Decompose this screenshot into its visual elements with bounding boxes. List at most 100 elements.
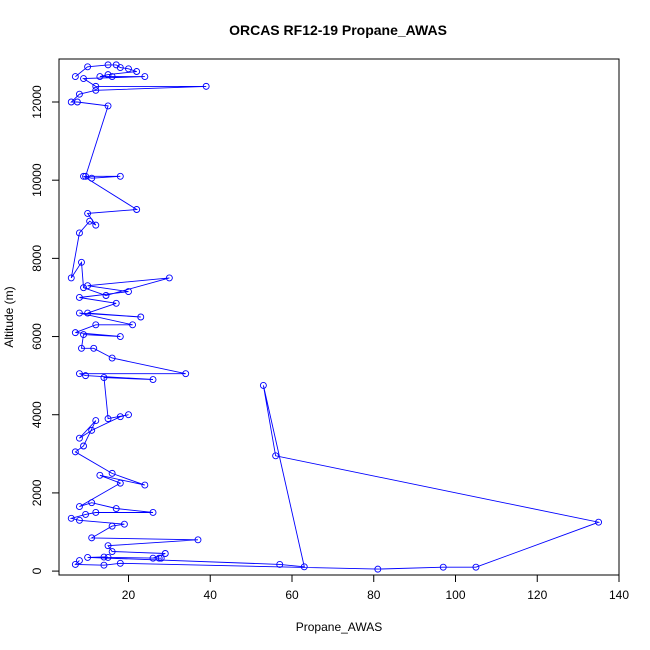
y-tick-label: 2000	[30, 479, 44, 506]
data-point	[137, 313, 145, 321]
data-point	[92, 509, 100, 516]
data-point	[78, 258, 85, 266]
data-point	[84, 209, 92, 217]
data-point	[80, 442, 87, 450]
data-point	[116, 479, 124, 487]
series-line	[69, 64, 601, 570]
data-point	[202, 82, 210, 90]
x-tick-label: 60	[285, 588, 299, 602]
data-point	[67, 274, 75, 282]
x-tick-label: 40	[204, 588, 218, 602]
data-point	[472, 563, 480, 571]
data-point	[104, 542, 112, 550]
data-point	[104, 102, 112, 110]
data-point	[133, 68, 141, 75]
data-point	[194, 536, 202, 544]
data-point	[82, 372, 90, 380]
data-point	[75, 294, 83, 301]
data-point	[92, 417, 100, 425]
series-lines	[69, 64, 601, 570]
series-points	[67, 61, 603, 573]
data-point	[73, 98, 81, 106]
data-point	[92, 321, 100, 329]
data-point	[108, 354, 116, 362]
data-point	[300, 563, 308, 571]
data-point	[102, 292, 110, 299]
x-tick-label: 120	[527, 588, 547, 602]
y-axis: 0 2000 4000 6000 8000 10000 12000	[30, 85, 60, 574]
data-point	[125, 411, 132, 419]
data-point	[90, 344, 98, 352]
data-point	[84, 282, 92, 290]
data-point	[161, 550, 169, 557]
data-point	[165, 274, 173, 282]
data-point	[82, 510, 90, 518]
data-point	[182, 370, 190, 378]
data-point	[104, 415, 112, 423]
data-point	[75, 309, 83, 317]
data-point	[374, 565, 382, 573]
data-point	[125, 288, 132, 296]
data-point	[67, 514, 75, 522]
y-tick-label: 6000	[30, 323, 44, 350]
x-tick-label: 20	[122, 588, 136, 602]
data-point	[108, 73, 116, 81]
y-tick-label: 0	[30, 567, 44, 574]
data-point	[86, 217, 94, 225]
data-point	[96, 73, 104, 81]
data-point	[92, 221, 100, 229]
data-point	[78, 344, 85, 352]
data-point	[108, 469, 116, 477]
data-point	[84, 553, 92, 561]
y-tick-label: 12000	[30, 85, 44, 119]
data-point	[116, 64, 124, 72]
data-point	[276, 560, 284, 568]
data-point	[112, 505, 120, 512]
data-point	[80, 284, 87, 292]
data-point	[108, 522, 116, 530]
data-point	[116, 413, 124, 421]
data-point	[100, 553, 108, 561]
data-point	[116, 333, 124, 340]
data-point	[129, 321, 137, 329]
data-point	[141, 481, 149, 489]
data-point	[82, 172, 90, 180]
y-tick-label: 8000	[30, 245, 44, 272]
data-point	[88, 499, 96, 507]
data-point	[116, 172, 124, 180]
x-axis-label: Propane_AWAS	[296, 620, 383, 634]
y-tick-label: 4000	[30, 401, 44, 428]
data-point	[75, 516, 83, 524]
x-tick-label: 80	[367, 588, 381, 602]
data-point	[104, 61, 112, 69]
data-point	[80, 331, 87, 339]
data-point	[71, 560, 79, 568]
data-point	[595, 518, 603, 526]
data-point	[141, 73, 149, 81]
data-point	[88, 534, 96, 542]
data-point	[88, 426, 96, 434]
data-point	[96, 471, 104, 479]
data-point	[75, 503, 83, 511]
data-point	[155, 554, 163, 562]
data-point	[133, 206, 141, 213]
data-point	[120, 520, 128, 528]
y-tick-label: 10000	[30, 163, 44, 197]
data-point	[104, 553, 112, 561]
data-point	[92, 82, 100, 90]
data-point	[112, 299, 120, 307]
data-point	[75, 370, 83, 378]
data-point	[92, 86, 100, 94]
data-point	[75, 90, 83, 98]
chart-title: ORCAS RF12-19 Propane_AWAS	[229, 22, 447, 38]
plot-frame	[58, 58, 620, 576]
data-point	[149, 509, 157, 516]
data-point	[100, 561, 108, 569]
y-axis-label: Altitude (m)	[2, 286, 16, 347]
data-point	[71, 329, 79, 337]
data-point	[439, 563, 447, 571]
data-point	[71, 73, 79, 81]
data-point	[75, 229, 83, 237]
data-point	[84, 309, 92, 317]
